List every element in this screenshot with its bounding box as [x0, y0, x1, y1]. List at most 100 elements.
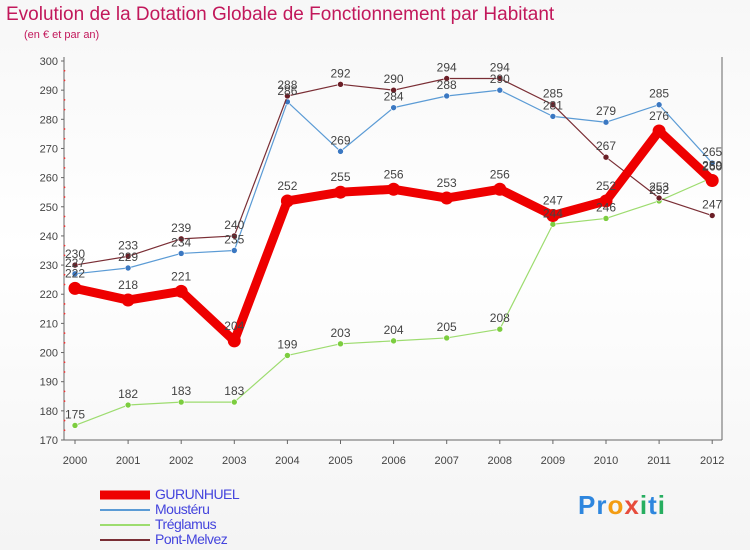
data-label: 281 [543, 98, 563, 112]
y-minor-tick [63, 186, 66, 189]
y-minor-tick [63, 390, 66, 393]
brand-letter: r [596, 490, 608, 520]
y-minor-tick [63, 108, 66, 111]
brand-letter: i [657, 490, 666, 520]
data-point [280, 194, 294, 208]
data-point [337, 340, 344, 348]
brand-logo: Proxiti [578, 490, 666, 521]
data-label: 204 [224, 319, 244, 333]
data-label: 221 [171, 269, 191, 283]
data-label: 183 [171, 384, 191, 398]
y-tick-label: 290 [40, 85, 58, 97]
data-point [124, 401, 132, 409]
y-minor-tick [63, 157, 66, 160]
y-tick-label: 220 [40, 289, 58, 301]
brand-letter: x [624, 490, 640, 520]
data-label: 230 [65, 247, 85, 261]
data-point [496, 75, 504, 82]
data-point [71, 270, 79, 278]
y-minor-tick [63, 128, 66, 130]
data-label: 229 [118, 250, 138, 264]
legend-label: Tréglamus [155, 516, 217, 532]
data-label: 199 [277, 337, 297, 351]
data-label: 285 [543, 87, 563, 101]
x-tick-label: 2004 [275, 455, 299, 467]
data-label: 290 [490, 72, 510, 86]
data-point [390, 86, 397, 94]
data-point [602, 215, 610, 222]
data-point [652, 124, 666, 138]
data-label: 253 [437, 176, 457, 190]
x-tick-label: 2006 [381, 455, 405, 467]
brand-letter: P [578, 490, 597, 520]
data-point [231, 247, 238, 254]
data-label: 256 [490, 167, 510, 181]
data-label: 234 [171, 235, 191, 249]
y-tick-label: 260 [40, 173, 58, 185]
data-label: 235 [224, 233, 244, 247]
y-tick-label: 250 [40, 202, 58, 214]
x-tick-label: 2003 [222, 455, 246, 467]
data-point [655, 194, 663, 202]
legend-swatch [100, 490, 150, 499]
legend-item: GURUNHUEL [100, 487, 360, 502]
data-point [124, 253, 132, 260]
data-point [655, 101, 663, 109]
y-minor-tick [63, 361, 66, 364]
x-tick-label: 2000 [63, 455, 87, 467]
x-tick-label: 2012 [700, 455, 724, 467]
data-label: 247 [543, 194, 563, 208]
data-point [705, 174, 719, 188]
data-point [602, 118, 610, 126]
y-minor-tick [63, 419, 66, 422]
data-label: 265 [702, 145, 722, 159]
y-minor-tick [63, 371, 66, 373]
y-minor-tick [63, 283, 66, 286]
data-point [231, 398, 238, 406]
y-minor-tick [63, 215, 66, 218]
x-tick-label: 2008 [488, 455, 512, 467]
data-label: 285 [649, 87, 669, 101]
y-minor-tick [63, 254, 66, 257]
data-label: 247 [702, 198, 722, 212]
axes: 170 180 190 200 210 220 230 240 250 260 270 280 290 3… [40, 56, 725, 467]
data-label: 218 [118, 278, 138, 292]
y-tick-label: 180 [40, 406, 58, 418]
y-tick-label: 200 [40, 348, 58, 360]
y-tick-label: 240 [40, 231, 58, 243]
y-minor-tick [63, 196, 66, 198]
data-label: 183 [224, 384, 244, 398]
data-label: 286 [277, 84, 297, 98]
data-label: 175 [65, 407, 85, 421]
data-point [71, 261, 79, 269]
data-label: 252 [596, 179, 616, 193]
data-label: 288 [437, 78, 457, 92]
data-label: 260 [702, 160, 722, 174]
data-label: 205 [437, 320, 457, 334]
y-minor-tick [63, 400, 66, 403]
y-minor-tick [63, 273, 66, 276]
data-point [708, 212, 716, 219]
brand-letter: i [639, 490, 649, 520]
y-tick-label: 190 [40, 377, 58, 389]
data-label: 256 [384, 167, 404, 181]
data-label: 253 [649, 180, 669, 194]
data-label: 208 [490, 311, 510, 325]
data-label: 203 [330, 326, 350, 340]
data-point [177, 398, 185, 406]
legend-swatch [100, 508, 150, 511]
x-tick-label: 2001 [116, 455, 140, 467]
legend-label: GURUNHUEL [155, 486, 240, 502]
brand-letter: t [648, 490, 658, 520]
y-minor-tick [63, 341, 66, 344]
y-tick-label: 300 [40, 56, 58, 68]
data-label: 252 [277, 179, 297, 193]
data-point [334, 185, 347, 199]
chart-subtitle: (en € et par an) [24, 29, 100, 41]
data-label: 294 [437, 60, 457, 74]
data-label: 246 [596, 200, 616, 214]
data-point [549, 113, 557, 120]
data-label: 204 [384, 323, 404, 337]
legend-label: Pont-Melvez [155, 531, 228, 547]
x-tick-label: 2007 [434, 455, 458, 467]
